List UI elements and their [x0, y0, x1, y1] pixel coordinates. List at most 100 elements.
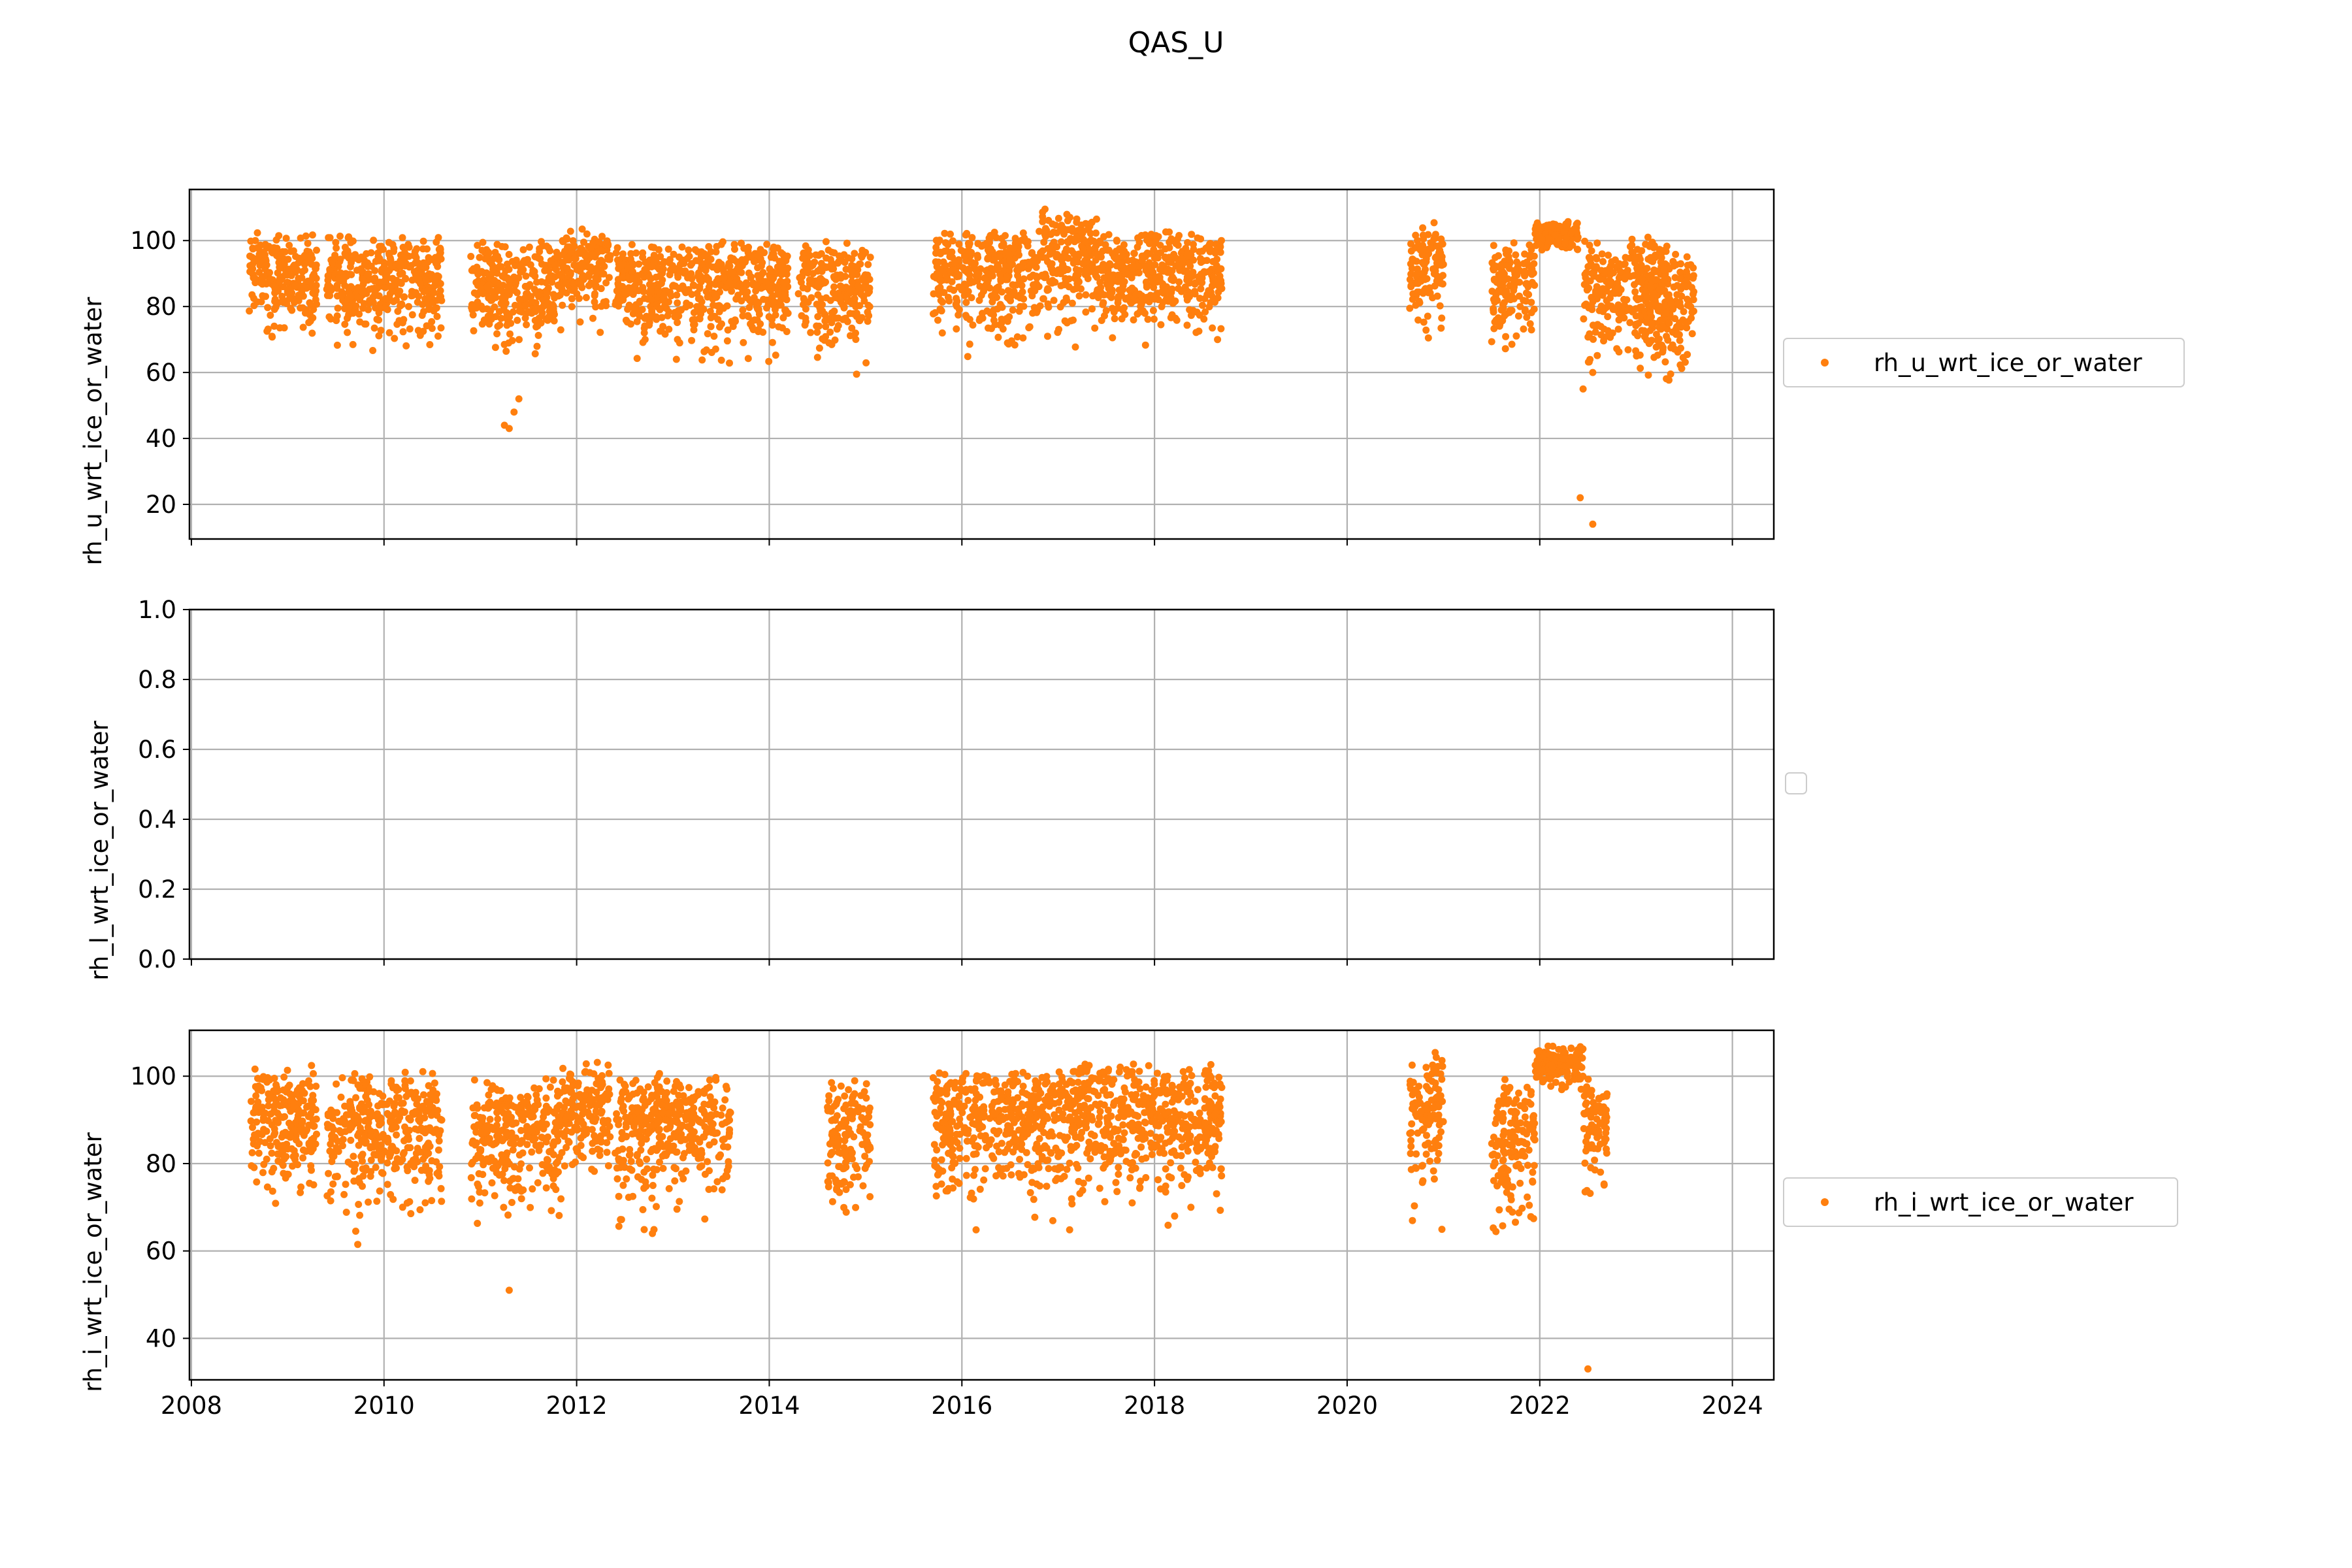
data-point — [1049, 220, 1056, 228]
data-point — [510, 1163, 518, 1171]
data-point — [685, 246, 693, 254]
data-point — [1068, 225, 1076, 233]
data-point — [1113, 237, 1120, 245]
data-point — [1142, 278, 1150, 286]
data-point — [359, 1157, 366, 1165]
data-point — [645, 273, 653, 281]
data-point — [546, 1148, 553, 1156]
data-point — [547, 1207, 555, 1215]
data-point — [536, 248, 544, 255]
data-point — [1552, 231, 1560, 238]
data-point — [1039, 218, 1047, 225]
data-point — [517, 1195, 525, 1203]
data-point — [531, 350, 539, 357]
data-point — [936, 286, 943, 294]
data-point — [543, 242, 551, 250]
data-point — [354, 284, 362, 291]
data-point — [947, 230, 954, 238]
data-point — [387, 256, 395, 264]
data-point — [521, 314, 529, 322]
data-point — [1158, 302, 1166, 310]
data-point — [700, 348, 708, 355]
data-point — [1419, 224, 1427, 232]
data-point — [969, 278, 977, 286]
data-point — [550, 1139, 558, 1147]
data-point — [246, 252, 253, 260]
data-point — [1134, 243, 1141, 251]
data-point — [499, 272, 507, 280]
data-point — [486, 1115, 494, 1123]
data-point — [813, 353, 821, 361]
data-point — [516, 296, 524, 304]
data-point — [1437, 235, 1445, 243]
data-point — [334, 304, 342, 312]
data-point — [1513, 271, 1521, 279]
data-point — [413, 245, 421, 253]
data-point — [259, 292, 267, 300]
data-point — [1146, 250, 1154, 257]
data-point — [505, 425, 513, 433]
data-point — [1527, 326, 1535, 334]
data-point — [1006, 256, 1013, 264]
data-point — [402, 1127, 410, 1135]
data-point — [268, 1168, 276, 1176]
data-point — [672, 355, 680, 363]
data-point — [1490, 308, 1497, 316]
data-point — [1039, 295, 1047, 302]
data-point — [783, 253, 791, 261]
data-point — [574, 1082, 582, 1090]
data-point — [342, 1209, 350, 1216]
data-point — [1554, 240, 1561, 248]
data-point — [342, 1128, 350, 1135]
data-point — [1020, 302, 1028, 310]
data-point — [434, 1146, 442, 1154]
data-point — [420, 288, 428, 296]
data-point — [481, 1189, 489, 1197]
data-point — [973, 252, 981, 259]
data-point — [339, 1117, 347, 1125]
data-point — [1166, 244, 1173, 252]
data-point — [1436, 302, 1444, 310]
data-point — [959, 264, 967, 272]
data-point — [559, 301, 566, 309]
data-point — [721, 1096, 729, 1103]
data-point — [282, 1174, 289, 1182]
data-point — [754, 264, 762, 272]
data-point — [589, 314, 596, 322]
data-point — [1063, 210, 1071, 218]
data-point — [1677, 344, 1684, 352]
data-point — [576, 318, 584, 326]
data-point — [740, 338, 747, 346]
data-point — [808, 276, 815, 284]
data-point — [350, 1077, 357, 1085]
data-point — [378, 1100, 385, 1107]
data-point — [1679, 353, 1687, 361]
data-point — [349, 237, 357, 245]
data-point — [577, 1141, 585, 1149]
data-point — [865, 312, 873, 319]
data-point — [333, 341, 341, 349]
data-point — [698, 356, 706, 364]
data-point — [489, 1164, 497, 1172]
data-point — [376, 1187, 384, 1195]
data-point — [298, 274, 306, 282]
data-point — [1065, 283, 1073, 291]
data-point — [542, 1184, 550, 1192]
data-point — [556, 291, 564, 299]
data-point — [306, 1179, 314, 1187]
data-point — [370, 237, 378, 244]
data-point — [305, 1139, 313, 1147]
data-point — [362, 1092, 370, 1100]
data-point — [1605, 252, 1612, 259]
data-point — [355, 1201, 363, 1208]
data-point — [253, 1118, 261, 1126]
data-point — [1422, 326, 1430, 334]
data-point — [578, 225, 586, 233]
data-point — [489, 1141, 497, 1149]
data-point — [308, 1102, 316, 1110]
data-point — [379, 1169, 387, 1177]
data-point — [287, 272, 295, 280]
data-point — [356, 1211, 364, 1219]
data-point — [653, 1203, 660, 1211]
data-point — [1523, 280, 1530, 287]
